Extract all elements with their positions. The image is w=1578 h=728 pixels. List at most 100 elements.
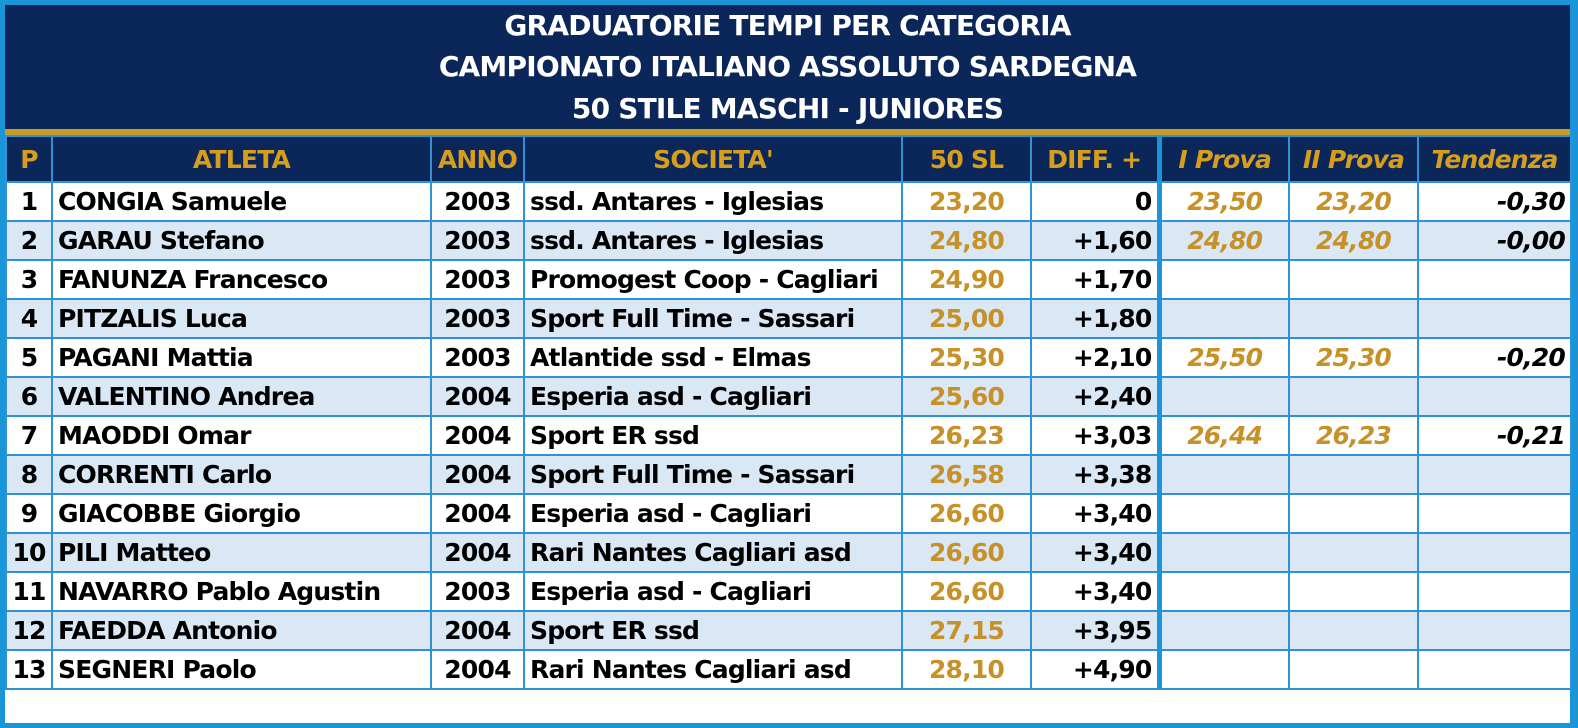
cell-trial-2 [1288,649,1419,690]
cell-club: Sport Full Time - Sassari [523,454,903,495]
cell-club: Sport ER ssd [523,415,903,456]
cell-year: 2003 [430,220,525,261]
header-time: 50 SL [901,135,1032,183]
results-table: P ATLETA ANNO SOCIETA' 50 SL DIFF. + I P… [5,135,1572,690]
cell-trial-2 [1288,376,1419,417]
cell-club: Esperia asd - Cagliari [523,493,903,534]
table-row: 4 PITZALIS Luca 2003 Sport Full Time - S… [5,298,1572,339]
table-row: 6 VALENTINO Andrea 2004 Esperia asd - Ca… [5,376,1572,417]
cell-trial-1 [1156,532,1290,573]
cell-athlete: FANUNZA Francesco [51,259,432,300]
cell-trial-1: 25,50 [1156,337,1290,378]
cell-diff: +2,10 [1030,337,1160,378]
cell-trend [1417,454,1572,495]
cell-trial-2: 24,80 [1288,220,1419,261]
cell-time: 24,90 [901,259,1032,300]
cell-diff: 0 [1030,181,1160,222]
header-diff: DIFF. + [1030,135,1160,183]
cell-athlete: SEGNERI Paolo [51,649,432,690]
cell-trend [1417,610,1572,651]
cell-time: 23,20 [901,181,1032,222]
cell-year: 2004 [430,649,525,690]
cell-trial-2 [1288,454,1419,495]
title-line-2: CAMPIONATO ITALIANO ASSOLUTO SARDEGNA [438,50,1137,83]
cell-position: 8 [5,454,53,495]
cell-athlete: PAGANI Mattia [51,337,432,378]
cell-trial-2 [1288,259,1419,300]
cell-athlete: CONGIA Samuele [51,181,432,222]
cell-position: 6 [5,376,53,417]
cell-trial-2 [1288,298,1419,339]
table-row: 7 MAODDI Omar 2004 Sport ER ssd 26,23 +3… [5,415,1572,456]
cell-athlete: GARAU Stefano [51,220,432,261]
cell-diff: +1,70 [1030,259,1160,300]
cell-time: 27,15 [901,610,1032,651]
cell-time: 26,60 [901,493,1032,534]
cell-time: 28,10 [901,649,1032,690]
header-club: SOCIETA' [523,135,903,183]
cell-position: 11 [5,571,53,612]
table-row: 2 GARAU Stefano 2003 ssd. Antares - Igle… [5,220,1572,261]
cell-time: 26,60 [901,571,1032,612]
table-row: 13 SEGNERI Paolo 2004 Rari Nantes Caglia… [5,649,1572,690]
cell-trend: -0,30 [1417,181,1572,222]
cell-trend [1417,376,1572,417]
cell-athlete: CORRENTI Carlo [51,454,432,495]
cell-club: Promogest Coop - Cagliari [523,259,903,300]
table-row: 9 GIACOBBE Giorgio 2004 Esperia asd - Ca… [5,493,1572,534]
cell-trend: -0,00 [1417,220,1572,261]
cell-position: 4 [5,298,53,339]
cell-trial-1 [1156,454,1290,495]
cell-trial-2 [1288,532,1419,573]
cell-position: 9 [5,493,53,534]
cell-diff: +3,40 [1030,493,1160,534]
cell-position: 3 [5,259,53,300]
cell-club: Rari Nantes Cagliari asd [523,649,903,690]
header-trend: Tendenza [1417,135,1572,183]
cell-athlete: GIACOBBE Giorgio [51,493,432,534]
cell-club: Rari Nantes Cagliari asd [523,532,903,573]
cell-athlete: FAEDDA Antonio [51,610,432,651]
cell-year: 2003 [430,181,525,222]
header-trial-1: I Prova [1156,135,1290,183]
cell-time: 25,00 [901,298,1032,339]
results-sheet: GRADUATORIE TEMPI PER CATEGORIA CAMPIONA… [5,5,1572,723]
table-row: 11 NAVARRO Pablo Agustin 2003 Esperia as… [5,571,1572,612]
cell-year: 2004 [430,376,525,417]
cell-diff: +1,60 [1030,220,1160,261]
cell-year: 2003 [430,298,525,339]
cell-position: 1 [5,181,53,222]
header-year: ANNO [430,135,525,183]
cell-club: Esperia asd - Cagliari [523,376,903,417]
cell-trial-1 [1156,571,1290,612]
cell-club: Atlantide ssd - Elmas [523,337,903,378]
cell-diff: +3,40 [1030,532,1160,573]
cell-trial-1 [1156,610,1290,651]
cell-year: 2004 [430,415,525,456]
cell-time: 26,60 [901,532,1032,573]
header-position: P [5,135,53,183]
cell-position: 7 [5,415,53,456]
cell-diff: +2,40 [1030,376,1160,417]
cell-year: 2004 [430,610,525,651]
table-row: 10 PILI Matteo 2004 Rari Nantes Cagliari… [5,532,1572,573]
cell-trial-1 [1156,376,1290,417]
cell-athlete: PILI Matteo [51,532,432,573]
cell-athlete: MAODDI Omar [51,415,432,456]
cell-trend [1417,298,1572,339]
cell-position: 13 [5,649,53,690]
cell-trial-2 [1288,610,1419,651]
title-banner: GRADUATORIE TEMPI PER CATEGORIA CAMPIONA… [5,5,1570,129]
table-row: 12 FAEDDA Antonio 2004 Sport ER ssd 27,1… [5,610,1572,651]
cell-trial-2: 25,30 [1288,337,1419,378]
header-athlete: ATLETA [51,135,432,183]
cell-club: ssd. Antares - Iglesias [523,220,903,261]
cell-diff: +1,80 [1030,298,1160,339]
cell-trial-1 [1156,298,1290,339]
results-body: 1 CONGIA Samuele 2003 ssd. Antares - Igl… [5,181,1572,690]
cell-position: 5 [5,337,53,378]
cell-trial-1: 24,80 [1156,220,1290,261]
cell-club: Sport Full Time - Sassari [523,298,903,339]
cell-trial-2 [1288,571,1419,612]
cell-trend: -0,20 [1417,337,1572,378]
